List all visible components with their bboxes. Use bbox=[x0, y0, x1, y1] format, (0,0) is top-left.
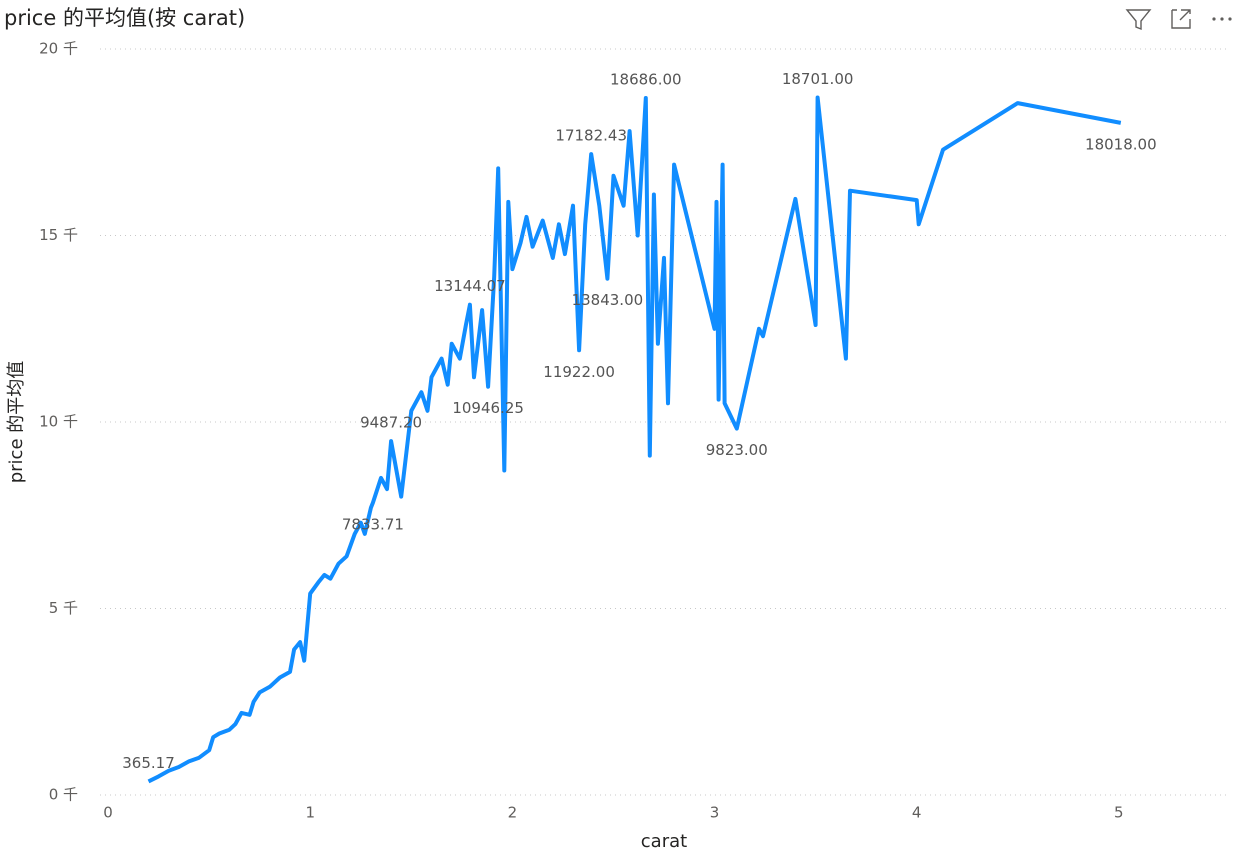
y-tick-label: 5 千 bbox=[49, 599, 78, 617]
y-tick-label: 0 千 bbox=[49, 786, 78, 804]
y-tick-label: 15 千 bbox=[39, 226, 78, 244]
data-label: 10946.25 bbox=[452, 399, 524, 417]
data-label: 13843.00 bbox=[572, 291, 644, 309]
filter-icon[interactable] bbox=[1125, 9, 1152, 31]
x-tick-label: 2 bbox=[508, 804, 518, 822]
data-label: 11922.00 bbox=[543, 363, 615, 381]
x-tick-label: 1 bbox=[305, 804, 315, 822]
y-tick-label: 10 千 bbox=[39, 413, 78, 431]
more-options-icon[interactable] bbox=[1212, 17, 1232, 21]
x-tick-label: 4 bbox=[912, 804, 922, 822]
x-axis-title: carat bbox=[641, 831, 687, 852]
data-label: 13144.07 bbox=[434, 277, 506, 295]
data-label: 18701.00 bbox=[782, 70, 854, 88]
chart-title: price 的平均值(按 carat) bbox=[4, 6, 245, 30]
x-tick-label: 5 bbox=[1114, 804, 1124, 822]
data-label: 18018.00 bbox=[1085, 135, 1157, 153]
focus-mode-icon[interactable] bbox=[1171, 9, 1191, 29]
y-tick-label: 20 千 bbox=[39, 40, 78, 58]
data-label: 17182.43 bbox=[555, 127, 627, 145]
data-label: 9487.20 bbox=[360, 414, 422, 432]
line-series bbox=[147, 95, 1122, 784]
data-label: 365.17 bbox=[122, 754, 175, 772]
visual-header-icons[interactable] bbox=[1125, 9, 1232, 31]
data-label: 7833.71 bbox=[342, 515, 404, 533]
x-tick-label: 0 bbox=[103, 804, 113, 822]
data-label: 18686.00 bbox=[610, 71, 682, 89]
data-label: 9823.00 bbox=[706, 441, 768, 459]
x-tick-label: 3 bbox=[710, 804, 720, 822]
y-axis-title: price 的平均值 bbox=[6, 361, 27, 484]
